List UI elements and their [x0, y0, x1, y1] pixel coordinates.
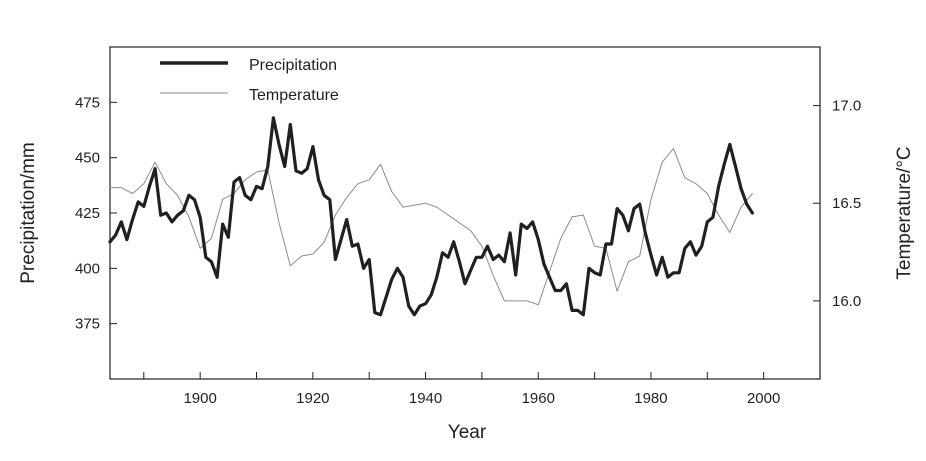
- series-layer: [108, 116, 755, 317]
- left-y-tick-label: 450: [75, 150, 100, 167]
- right-y-tick-label: 16.0: [832, 293, 861, 310]
- left-y-axis-label: Precipitation/mm: [18, 142, 39, 284]
- x-tick-label: 2000: [747, 390, 780, 407]
- right-y-tick-label: 16.5: [832, 195, 861, 212]
- legend-label-temperature: Temperature: [249, 87, 339, 104]
- left-y-tick-label: 425: [75, 205, 100, 222]
- x-tick-label: 1920: [296, 390, 329, 407]
- x-tick-label: 1980: [634, 390, 667, 407]
- x-tick-label: 1940: [409, 390, 442, 407]
- left-y-tick-label: 375: [75, 316, 100, 333]
- series-line-temperature: [109, 148, 753, 306]
- legend: Precipitation Temperature: [160, 57, 339, 104]
- x-axis: 1900 1920 1940 1960 1980 2000: [143, 372, 780, 407]
- left-y-tick-label: 400: [75, 260, 100, 277]
- x-tick-label: 1900: [183, 390, 216, 407]
- series-line-precipitation: [108, 116, 755, 317]
- x-axis-label: Year: [448, 422, 487, 443]
- left-y-tick-label: 475: [75, 94, 100, 111]
- legend-label-precipitation: Precipitation: [249, 57, 337, 74]
- x-tick-label: 1960: [522, 390, 555, 407]
- right-y-tick-label: 17.0: [832, 98, 861, 115]
- left-y-axis: 375 400 425 450 475: [75, 94, 117, 333]
- right-y-axis-label: Temperature/°C: [894, 146, 915, 279]
- right-y-axis: 16.0 16.5 17.0: [813, 98, 861, 310]
